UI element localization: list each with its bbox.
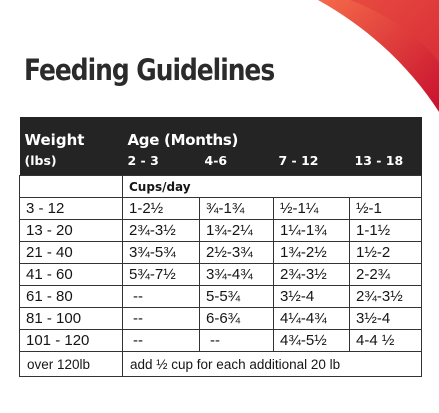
cups-cell: 1¾-2½: [273, 241, 350, 264]
table-row: 21 - 40 3¾-5¾ 2½-3¾ 1¾-2½ 1½-2: [19, 241, 423, 264]
footer-row: over 120lb add ½ cup for each additional…: [19, 351, 423, 377]
age-range-header: 13 - 18: [349, 149, 422, 176]
weight-cell: 101 - 120: [19, 329, 123, 352]
cups-cell: 6-6¾: [199, 307, 274, 330]
age-range-header: 2 - 3: [122, 149, 200, 176]
feeding-guidelines-table: Weight Age (Months) (lbs) 2 - 3 4-6 7 - …: [19, 117, 423, 377]
cups-cell: --: [199, 329, 274, 352]
cups-cell: 4¾-5½: [273, 329, 350, 352]
cups-cell: 3¾-5¾: [122, 241, 200, 264]
cups-cell: ½-1: [348, 197, 423, 220]
cups-cell: 4¼-4¾: [273, 307, 350, 330]
table-row: 101 - 120 -- -- 4¾-5½ 4-4 ½: [19, 329, 423, 352]
weight-cell: 41 - 60: [19, 263, 123, 286]
cups-cell: 1-1½: [348, 219, 423, 242]
cups-cell: 4-4 ½: [348, 329, 423, 352]
table-row: 3 - 12 1-2½ ¾-1¾ ½-1¼ ½-1: [19, 197, 423, 220]
cups-cell: 2-2¾: [348, 263, 423, 286]
cups-cell: 5¾-7½: [122, 263, 200, 286]
additional-weight-note: add ½ cup for each additional 20 lb: [121, 351, 423, 377]
empty-cell: [19, 175, 123, 198]
age-header: Age (Months): [122, 117, 422, 149]
weight-cell: 3 - 12: [19, 197, 123, 220]
cups-cell: 3½-4: [273, 285, 350, 308]
cups-cell: 2¾-3½: [273, 263, 350, 286]
weight-cell: over 120lb: [19, 351, 123, 377]
age-range-header: 7 - 12: [273, 149, 350, 176]
cups-cell: --: [122, 329, 200, 352]
table-header-row: Weight Age (Months): [19, 117, 422, 149]
cups-cell: 1¾-2¼: [199, 219, 274, 242]
cups-cell: --: [122, 285, 200, 308]
cups-cell: 3¾-4¾: [199, 263, 274, 286]
cups-cell: 1¼-1¾: [273, 219, 350, 242]
weight-cell: 21 - 40: [19, 241, 123, 264]
table-row: 61 - 80 -- 5-5¾ 3½-4 2¾-3½: [19, 285, 423, 308]
page-title: Feeding Guidelines: [24, 53, 275, 87]
weight-unit-header: (lbs): [19, 149, 123, 176]
cups-cell: 5-5¾: [199, 285, 274, 308]
weight-cell: 13 - 20: [19, 219, 123, 242]
cups-cell: --: [122, 307, 200, 330]
weight-cell: 81 - 100: [19, 307, 123, 330]
table-row: 41 - 60 5¾-7½ 3¾-4¾ 2¾-3½ 2-2¾: [19, 263, 423, 286]
cups-cell: 2¾-3½: [348, 285, 423, 308]
units-row: Cups/day: [19, 175, 423, 198]
weight-cell: 61 - 80: [19, 285, 123, 308]
cups-cell: 2¾-3½: [122, 219, 200, 242]
cups-cell: 2½-3¾: [199, 241, 274, 264]
cups-cell: ¾-1¾: [199, 197, 274, 220]
cups-cell: 3½-4: [348, 307, 423, 330]
cups-cell: ½-1¼: [273, 197, 350, 220]
table-subheader-row: (lbs) 2 - 3 4-6 7 - 12 13 - 18: [19, 149, 422, 176]
units-label: Cups/day: [121, 175, 423, 198]
table-row: 81 - 100 -- 6-6¾ 4¼-4¾ 3½-4: [19, 307, 423, 330]
age-range-header: 4-6: [199, 149, 274, 176]
table-row: 13 - 20 2¾-3½ 1¾-2¼ 1¼-1¾ 1-1½: [19, 219, 423, 242]
cups-cell: 1-2½: [122, 197, 200, 220]
weight-header: Weight: [19, 117, 123, 149]
cups-cell: 1½-2: [348, 241, 423, 264]
